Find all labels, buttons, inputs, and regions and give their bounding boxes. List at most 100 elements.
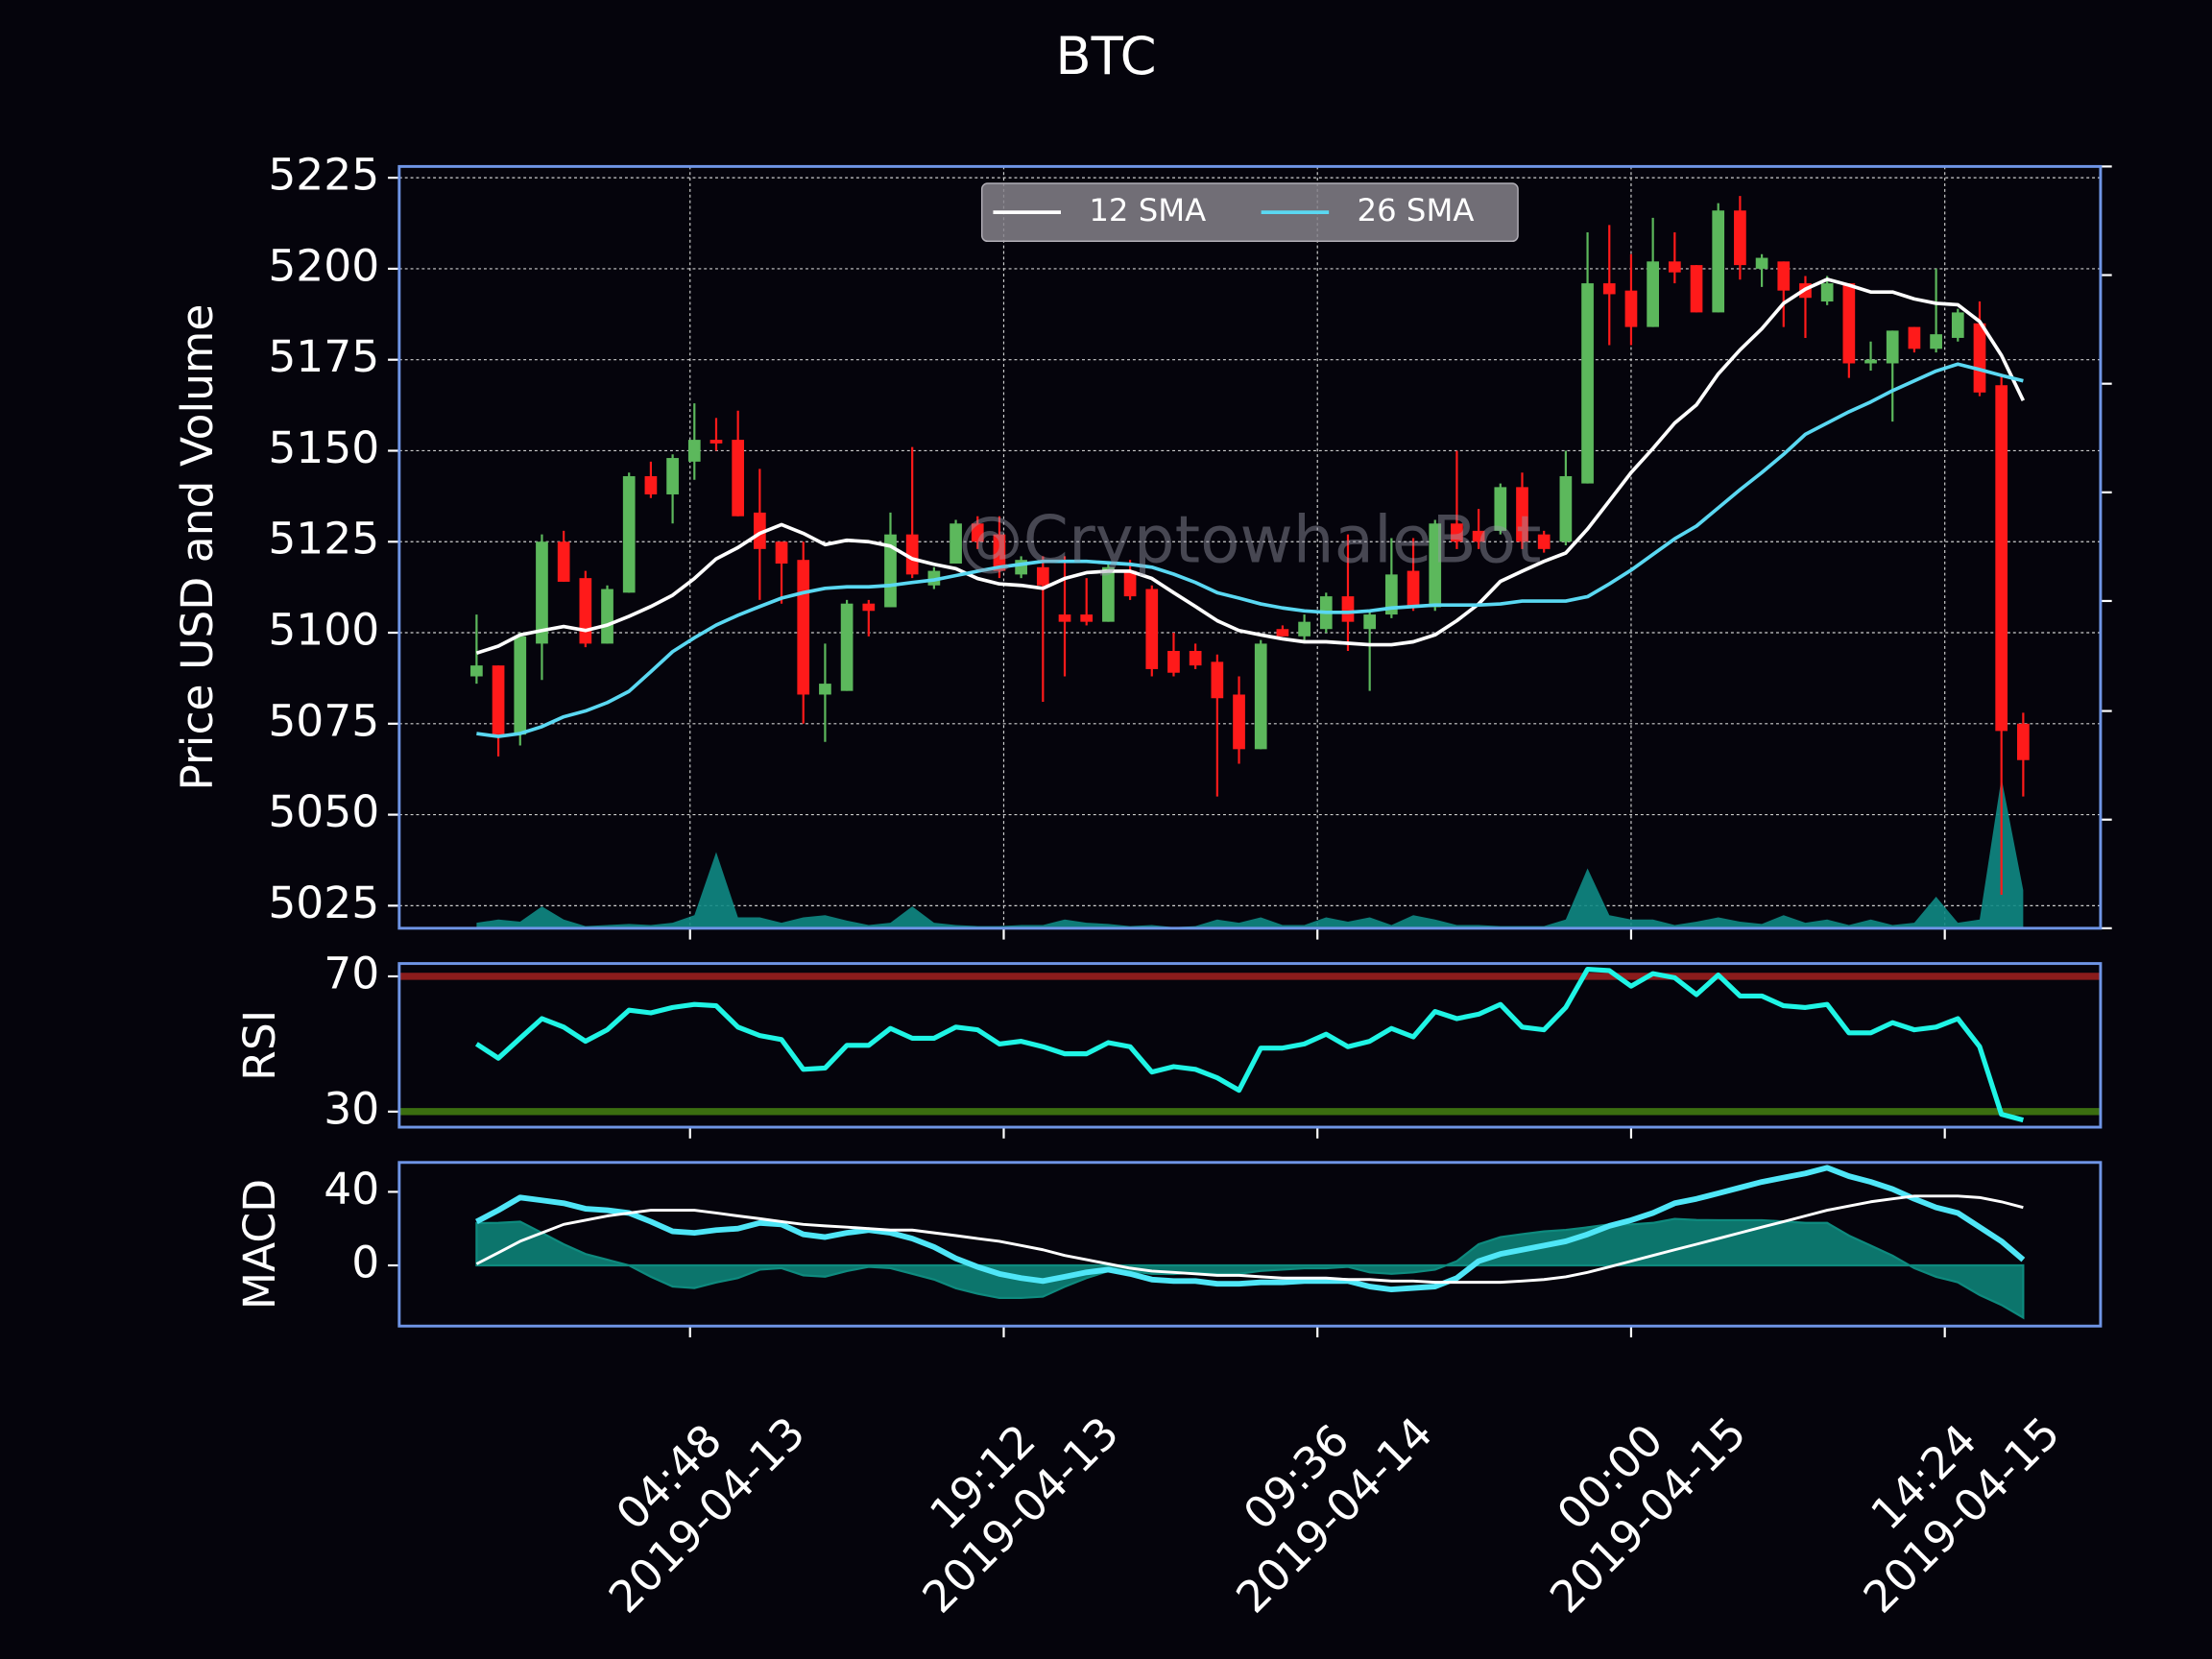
- candle-body: [732, 440, 745, 517]
- legend: [980, 182, 1519, 243]
- y-tick-label: 5050: [268, 786, 379, 837]
- candle-body: [1624, 290, 1638, 327]
- candle-body: [601, 589, 613, 644]
- candle-body: [1516, 487, 1528, 542]
- candle-body: [536, 541, 548, 644]
- candle-body: [1494, 487, 1507, 531]
- candle-body: [1602, 283, 1616, 295]
- candle-body: [797, 560, 810, 695]
- y-axis-label: RSI: [234, 1010, 285, 1081]
- y-axis-label: MACD: [234, 1179, 285, 1310]
- candle-body: [557, 541, 570, 582]
- candle-body: [1755, 257, 1768, 269]
- candle-body: [1973, 323, 1986, 393]
- candle-body: [754, 512, 766, 549]
- series-line: [474, 967, 2025, 1123]
- legend-label: 12 SMA: [1089, 192, 1206, 228]
- candle-body: [1842, 283, 1856, 364]
- candle-body: [687, 440, 701, 462]
- plot-frame: [397, 164, 2103, 930]
- series-line: [476, 362, 2024, 738]
- candle-body: [1145, 589, 1159, 669]
- candle-body: [1930, 334, 1942, 349]
- candle-body: [1712, 210, 1725, 313]
- y-tick-label: 5225: [268, 150, 379, 201]
- candle-body: [1058, 614, 1071, 622]
- candle-body: [971, 523, 984, 542]
- y-tick-label: 0: [351, 1238, 379, 1288]
- candle-body: [1472, 530, 1485, 542]
- candle-body: [666, 458, 679, 494]
- candle-body: [1233, 694, 1245, 750]
- candle-body: [1581, 283, 1594, 484]
- y-tick-label: 40: [324, 1164, 379, 1214]
- candle-body: [1363, 614, 1377, 630]
- series-line: [475, 277, 2026, 656]
- candle-body: [579, 578, 592, 644]
- plot-frame: [397, 1161, 2103, 1328]
- candle-body: [622, 476, 636, 593]
- y-tick-label: 5125: [268, 514, 379, 565]
- watermark: @CryptowhaleBot: [958, 502, 1541, 578]
- y-tick-label: 5075: [268, 695, 379, 746]
- y-tick-label: 5025: [268, 878, 379, 928]
- candle-body: [1407, 570, 1420, 608]
- y-tick-label: 70: [324, 948, 379, 998]
- candle-body: [950, 523, 962, 564]
- candle-body: [862, 603, 876, 612]
- candle-body: [1451, 523, 1463, 542]
- candle-body: [1777, 261, 1791, 291]
- y-tick-label: 5200: [268, 240, 379, 291]
- y-tick-label: 5175: [268, 331, 379, 382]
- candle-body: [1537, 534, 1551, 549]
- candle-body: [644, 476, 658, 494]
- candle-body: [1429, 523, 1442, 608]
- candle-body: [1102, 566, 1115, 622]
- candle-body: [514, 636, 527, 735]
- candle-body: [993, 534, 1006, 571]
- candle-body: [2017, 723, 2030, 760]
- y-tick-label: 30: [324, 1083, 379, 1134]
- candle-body: [1254, 643, 1267, 750]
- candle-body: [1036, 566, 1049, 586]
- chart-title: BTC: [1055, 26, 1156, 86]
- candle-body: [905, 534, 919, 575]
- candle-body: [1385, 574, 1398, 615]
- series-line: [475, 1165, 2026, 1293]
- plot-frame: [397, 962, 2103, 1129]
- candle-body: [1886, 330, 1899, 364]
- candle-body: [1995, 385, 2008, 732]
- candle-body: [819, 684, 831, 695]
- candle-body: [1276, 629, 1289, 637]
- candle-body: [1864, 359, 1877, 364]
- series-line: [475, 1194, 2024, 1285]
- candle-body: [1080, 614, 1094, 622]
- candle-body: [470, 665, 483, 677]
- y2-axis-ticks: [2100, 165, 2112, 929]
- candle-body: [840, 603, 854, 691]
- candle-body: [1690, 265, 1703, 313]
- candle-body: [1189, 650, 1202, 666]
- candle-body: [1647, 261, 1659, 327]
- candle-body: [1559, 476, 1573, 542]
- legend-label: 26 SMA: [1358, 192, 1475, 228]
- histogram-area: [475, 1217, 2025, 1320]
- candle-body: [884, 534, 897, 608]
- candle-body: [1123, 570, 1137, 597]
- candle-body: [1668, 261, 1681, 273]
- candle-body: [775, 541, 788, 564]
- candle-body: [709, 440, 723, 444]
- y-tick-label: 5100: [268, 605, 379, 656]
- candle-body: [1298, 621, 1310, 637]
- candle-body: [1820, 283, 1834, 302]
- candle-body: [1951, 312, 1964, 338]
- candle-body: [1341, 596, 1355, 622]
- candle-body: [1734, 210, 1746, 266]
- y-tick-label: 5150: [268, 422, 379, 473]
- y-axis-label: Price USD and Volume: [172, 304, 223, 791]
- candle-body: [1211, 661, 1224, 699]
- candle-body: [1908, 326, 1921, 349]
